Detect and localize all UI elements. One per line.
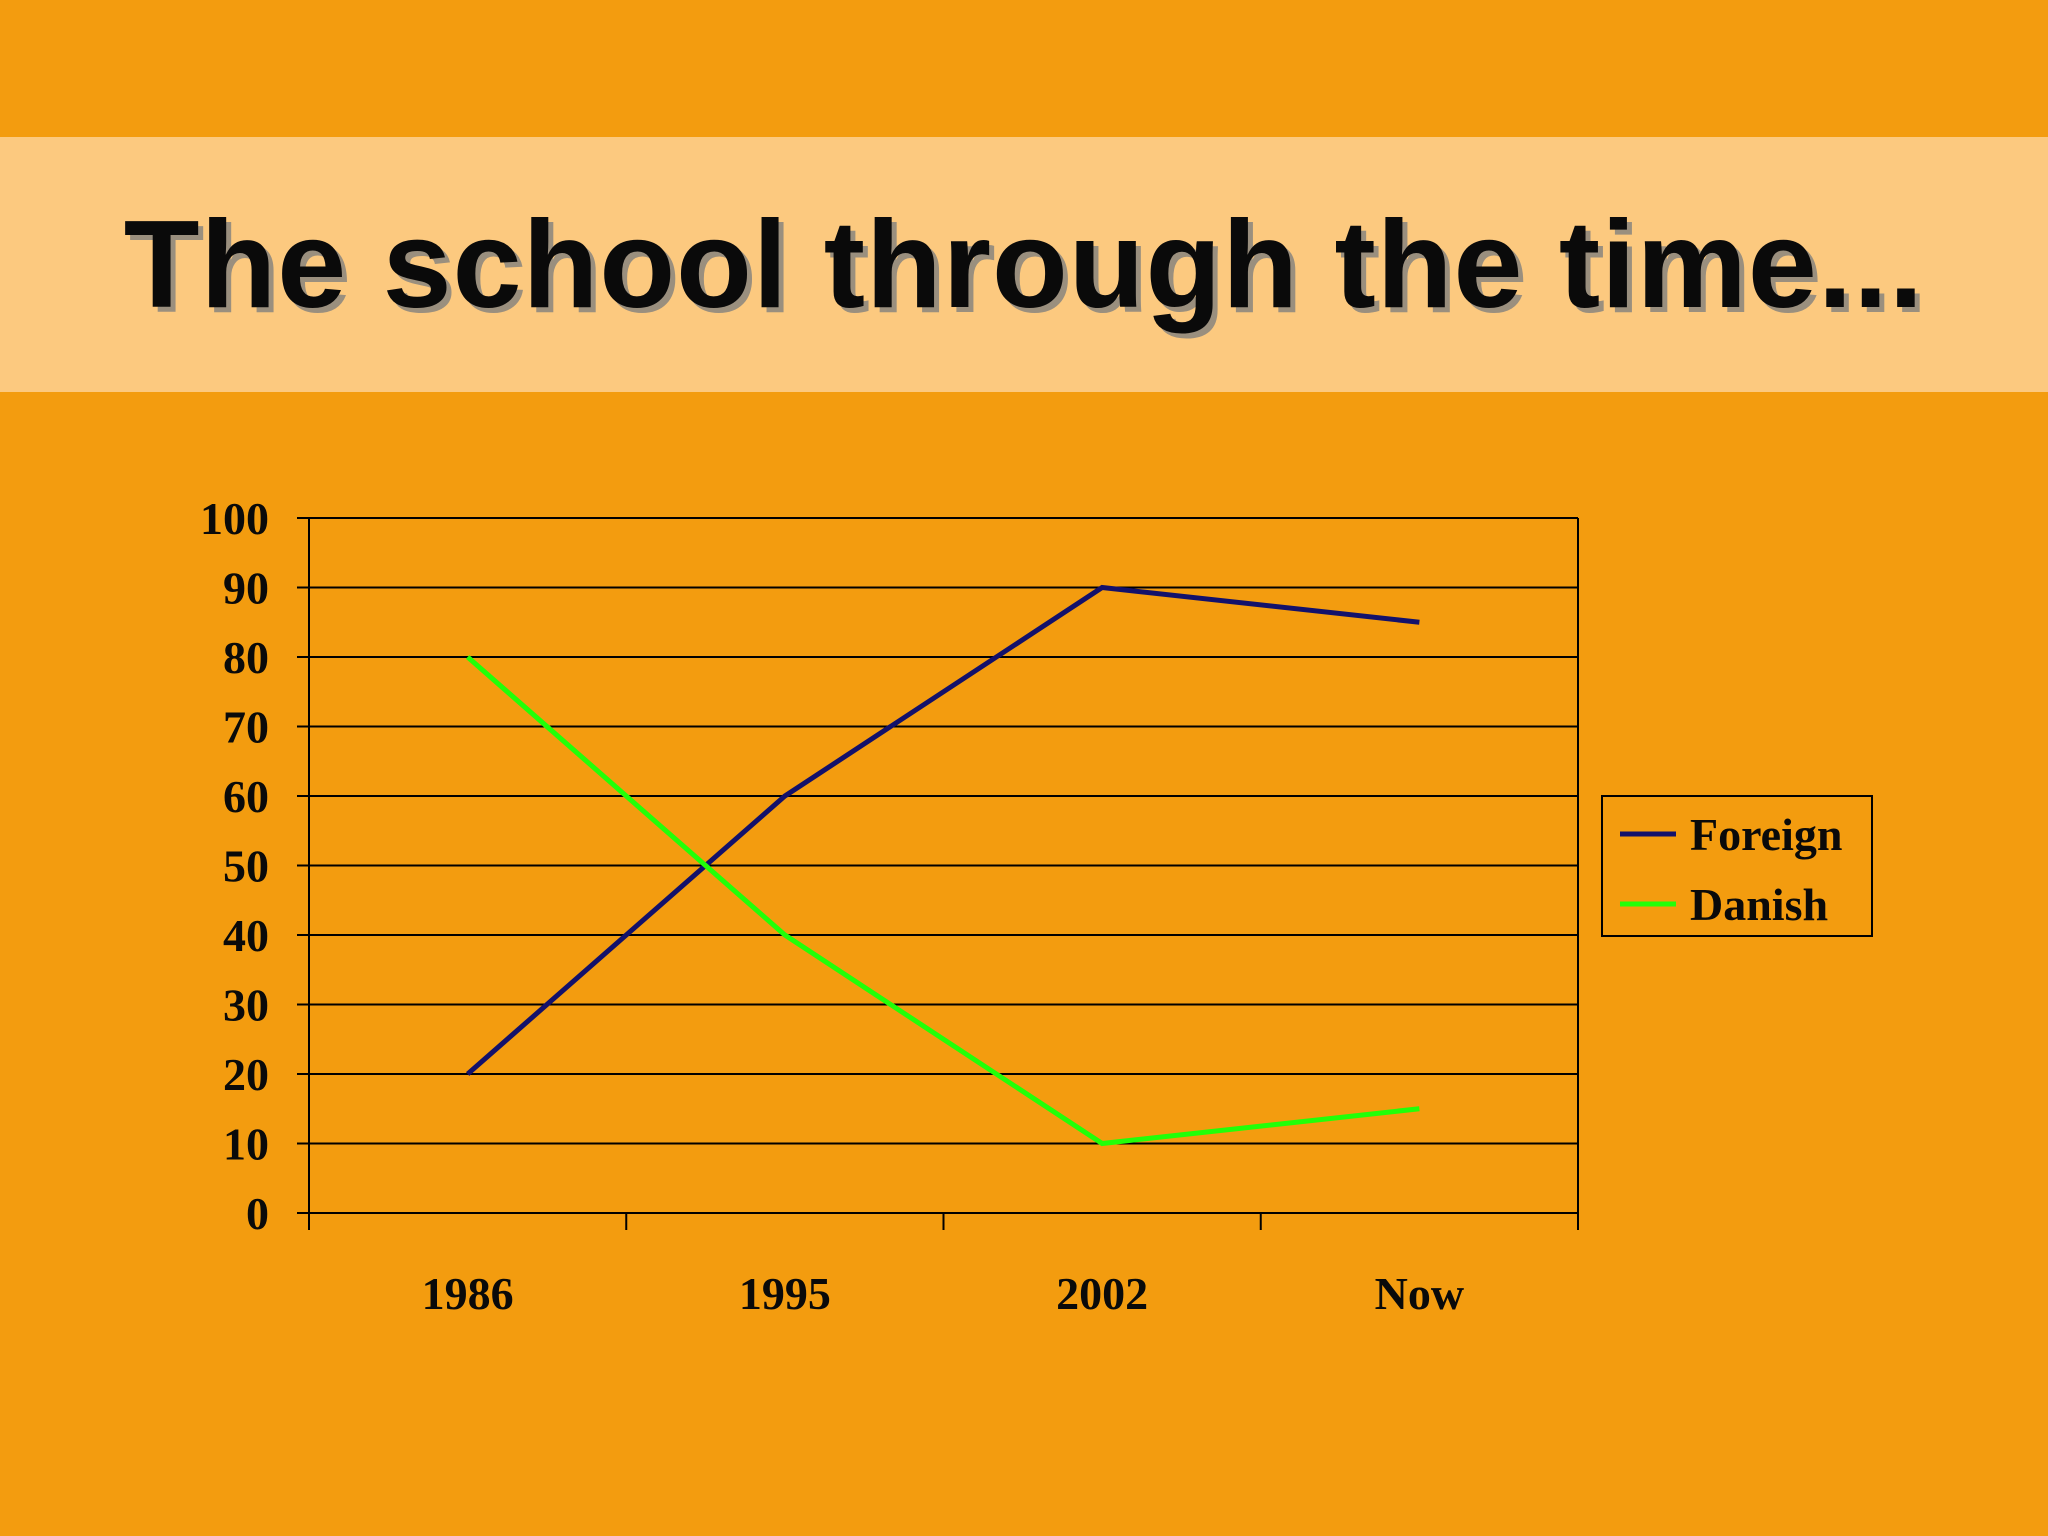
x-tick-label-1995: 1995 [739, 1268, 831, 1319]
x-tick-label-2002: 2002 [1056, 1268, 1148, 1319]
y-tick-labels: 0 10 20 30 40 50 60 70 80 90 100 [200, 493, 269, 1239]
gridlines [309, 517, 1578, 1145]
legend-box [1601, 795, 1873, 937]
legend: Foreign Danish [1601, 795, 1873, 937]
x-tick-labels: 1986 1995 2002 Now [422, 1268, 1464, 1319]
x-tick-label-1986: 1986 [422, 1268, 514, 1319]
legend-label-foreign: Foreign [1690, 809, 1842, 860]
y-tick-label-30: 30 [223, 980, 269, 1031]
y-tick-label-10: 10 [223, 1119, 269, 1170]
title-band: The school through the time... [0, 137, 2048, 392]
y-tick-label-0: 0 [246, 1188, 269, 1239]
x-tick-label-now: Now [1375, 1268, 1464, 1319]
y-tick-label-80: 80 [223, 632, 269, 683]
axes [297, 517, 1579, 1230]
series-lines [465, 584, 1420, 1147]
y-tick-label-90: 90 [223, 563, 269, 614]
y-tick-label-50: 50 [223, 841, 269, 892]
y-tick-label-20: 20 [223, 1049, 269, 1100]
y-tick-label-40: 40 [223, 910, 269, 961]
slide-title: The school through the time... [123, 195, 1925, 334]
series-line-danish [465, 655, 1420, 1147]
legend-label-danish: Danish [1690, 879, 1828, 930]
y-tick-label-100: 100 [200, 493, 269, 544]
y-tick-label-60: 60 [223, 771, 269, 822]
y-tick-label-70: 70 [223, 702, 269, 753]
series-line-foreign [465, 584, 1420, 1076]
